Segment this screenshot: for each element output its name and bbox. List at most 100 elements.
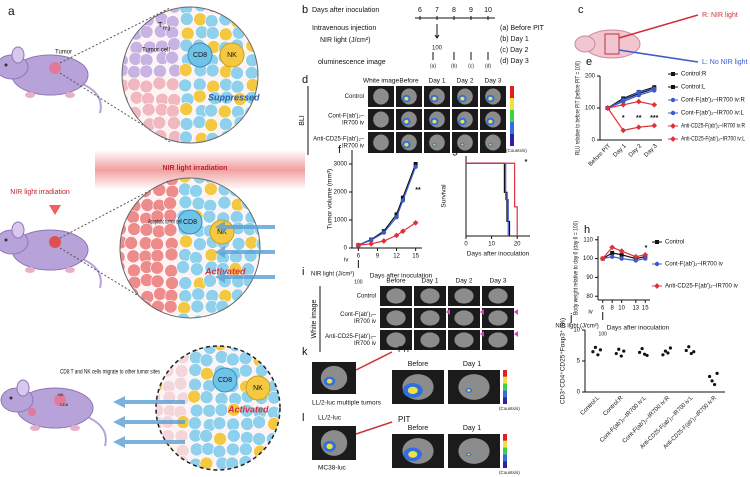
- label: NK: [227, 52, 237, 59]
- cell: [241, 289, 255, 303]
- point: [636, 89, 641, 95]
- cell: [252, 415, 266, 429]
- point: [633, 258, 639, 263]
- cell: [245, 38, 258, 53]
- migration-arrow: [113, 436, 185, 448]
- point: [635, 124, 642, 131]
- x-tick-label: 13: [632, 306, 639, 312]
- cell: [163, 346, 177, 354]
- cell: [122, 25, 130, 40]
- cell: [268, 441, 280, 455]
- cell: [125, 314, 140, 318]
- cell-group: [120, 178, 260, 318]
- cell: [240, 431, 254, 445]
- label: Control: [345, 94, 364, 100]
- x-axis-label: Days after inoculation: [370, 273, 433, 280]
- cell: [156, 467, 163, 470]
- label: Day 2: [457, 78, 474, 85]
- cell: [238, 455, 253, 469]
- label: oluminescence image: [318, 59, 386, 66]
- cell: [279, 389, 280, 404]
- colorbar: [503, 390, 507, 398]
- signal: [467, 389, 471, 392]
- cell: [153, 64, 167, 78]
- label: Anti-CD25-F(ab')₂–: [325, 334, 376, 340]
- cell: [178, 289, 193, 304]
- label: NIR light (J/cm²): [311, 272, 354, 278]
- cell: [163, 208, 178, 223]
- cell: [229, 314, 244, 318]
- cell: [233, 115, 248, 130]
- label: CD8 T and NK cells migrate to other tumo…: [60, 370, 160, 376]
- point: [609, 254, 615, 259]
- mouse-leg: [25, 267, 35, 273]
- label: (Counts/s): [506, 148, 527, 153]
- signal: [404, 142, 409, 147]
- cell: [244, 116, 258, 130]
- cell: [255, 276, 260, 291]
- signal: [460, 96, 465, 101]
- label: (b) Day 1: [500, 36, 529, 43]
- migration-arrow: [215, 271, 275, 283]
- colorbar: [510, 110, 514, 122]
- cell: [242, 301, 257, 315]
- label: Activated: [204, 266, 246, 276]
- colorbar: [510, 98, 514, 110]
- panel-label: b: [302, 4, 308, 16]
- cell: [205, 63, 220, 78]
- pit-arrow: [355, 351, 393, 371]
- cell: [190, 262, 204, 277]
- zoom-circle: [155, 345, 281, 471]
- cell: [244, 14, 258, 29]
- cell: [120, 300, 127, 315]
- cell: [130, 11, 144, 26]
- cell: [165, 50, 179, 65]
- label: 100: [599, 331, 608, 337]
- cell: [218, 315, 232, 318]
- cell: [192, 178, 207, 185]
- cell: [178, 78, 192, 93]
- cell: [152, 224, 166, 239]
- migration-arrow: [215, 221, 275, 233]
- pointer: [514, 331, 518, 337]
- cell: [243, 7, 258, 13]
- mouse-silhouette: [420, 332, 440, 348]
- cell: [189, 184, 203, 198]
- cell: [156, 353, 165, 368]
- x-tick-label: 0: [464, 242, 468, 248]
- cell: [140, 13, 155, 28]
- cell: [191, 196, 206, 211]
- cell: [199, 390, 214, 404]
- y-tick-label: 90: [586, 275, 593, 281]
- cell: [226, 352, 240, 367]
- significance: ***: [650, 115, 658, 122]
- mouse-leg: [30, 425, 40, 431]
- cell: [277, 379, 280, 393]
- cell: [258, 286, 260, 301]
- legend-entry: Control: [665, 240, 684, 246]
- point: [635, 98, 642, 105]
- tumor: [49, 236, 61, 248]
- cell: [242, 222, 257, 236]
- cell: [277, 346, 280, 355]
- nk-cell: [245, 375, 271, 401]
- cell: [226, 442, 240, 457]
- mouse-silhouette: [373, 111, 389, 128]
- point: [645, 353, 649, 358]
- legend-marker: [670, 136, 676, 142]
- y-axis-label: CD3⁺CD4⁺CD25⁺Foxp3⁺ (%): [560, 318, 567, 404]
- mouse-silhouette: [386, 332, 406, 348]
- cell: [204, 118, 219, 132]
- label: PIT: [398, 345, 411, 354]
- panel-label: c: [578, 4, 584, 16]
- mouse-tail: [84, 415, 107, 447]
- point: [715, 371, 719, 375]
- y-tick-label: 100: [583, 256, 594, 262]
- colorbar: [510, 122, 514, 134]
- y-tick-label: 10: [573, 328, 580, 334]
- cell: [254, 196, 260, 211]
- cell: [213, 432, 227, 446]
- point: [593, 345, 598, 349]
- cell: [122, 7, 129, 15]
- label: (c): [468, 63, 474, 69]
